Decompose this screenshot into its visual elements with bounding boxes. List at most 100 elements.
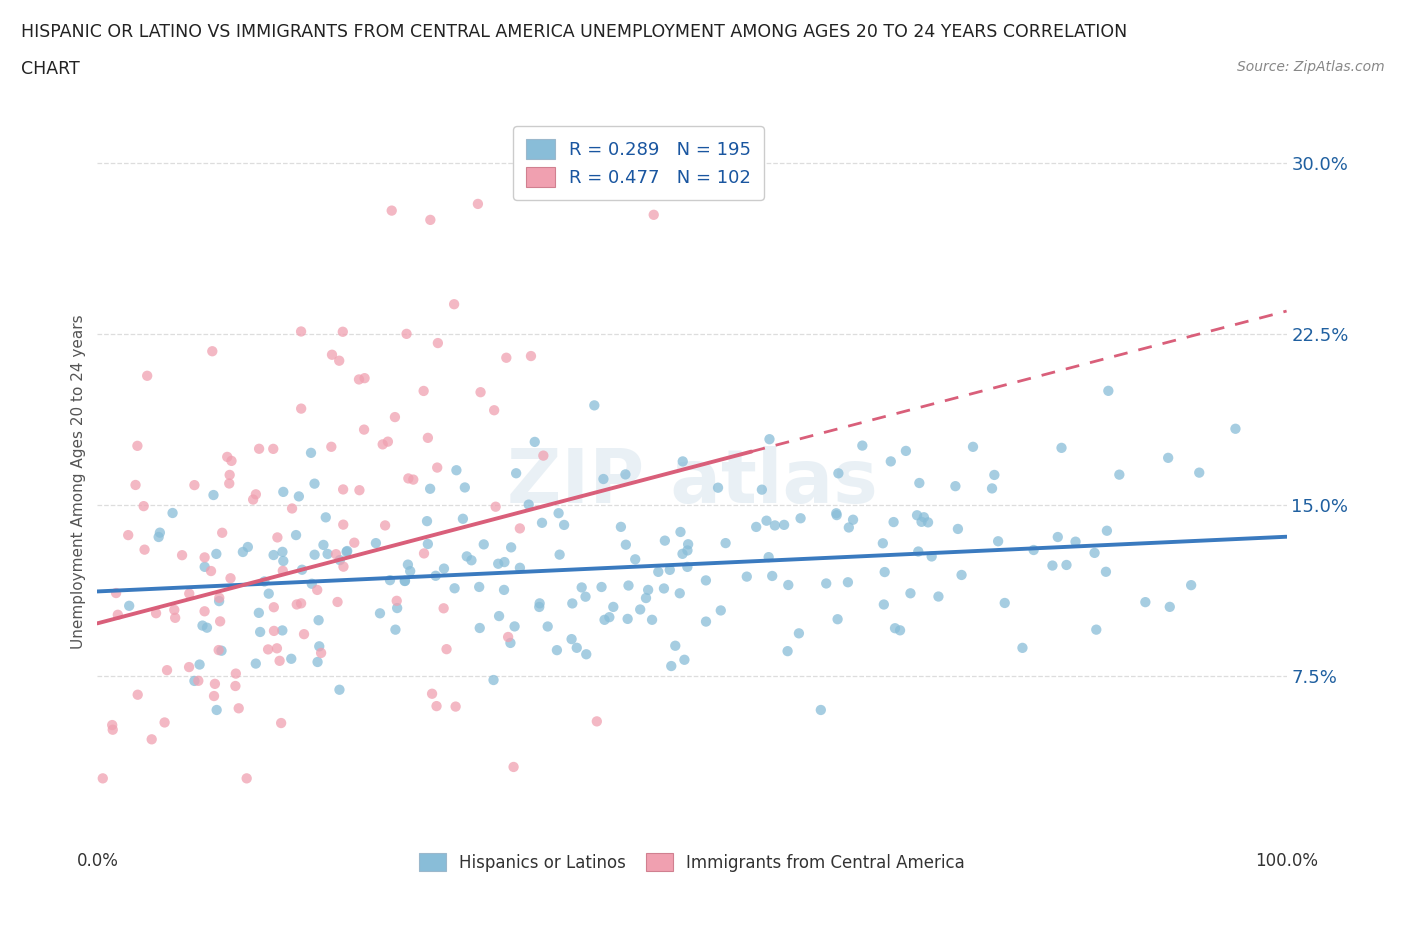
Point [217, 449, 239, 464]
Point [628, 602, 651, 617]
Point [263, 600, 285, 615]
Point [509, 561, 531, 576]
Point [482, 403, 505, 418]
Point [546, 643, 568, 658]
Point [425, 698, 447, 713]
Point [827, 612, 849, 627]
Point [245, 487, 267, 502]
Point [714, 536, 737, 551]
Point [291, 563, 314, 578]
Point [837, 575, 859, 590]
Point [758, 550, 780, 565]
Point [617, 578, 640, 593]
Point [907, 544, 929, 559]
Point [531, 448, 554, 463]
Point [664, 638, 686, 653]
Point [838, 520, 860, 535]
Point [945, 479, 967, 494]
Point [208, 591, 231, 605]
Y-axis label: Unemployment Among Ages 20 to 24 years: Unemployment Among Ages 20 to 24 years [72, 314, 86, 649]
Point [263, 623, 285, 638]
Text: ZIP atlas: ZIP atlas [506, 445, 877, 519]
Point [658, 563, 681, 578]
Point [290, 596, 312, 611]
Point [308, 639, 330, 654]
Point [433, 561, 456, 576]
Point [912, 510, 935, 525]
Point [787, 626, 810, 641]
Point [419, 482, 441, 497]
Point [547, 506, 569, 521]
Point [271, 544, 294, 559]
Point [299, 445, 322, 460]
Point [218, 476, 240, 491]
Point [758, 432, 780, 446]
Point [335, 544, 357, 559]
Point [263, 548, 285, 563]
Point [561, 631, 583, 646]
Point [202, 487, 225, 502]
Point [454, 480, 477, 495]
Point [776, 644, 799, 658]
Point [467, 196, 489, 211]
Point [763, 518, 786, 533]
Point [946, 522, 969, 537]
Point [472, 537, 495, 551]
Point [583, 398, 606, 413]
Point [494, 554, 516, 569]
Point [1083, 546, 1105, 561]
Point [127, 438, 149, 453]
Point [593, 612, 616, 627]
Point [643, 207, 665, 222]
Point [1157, 450, 1180, 465]
Point [394, 574, 416, 589]
Point [825, 506, 848, 521]
Point [266, 641, 288, 656]
Point [927, 589, 949, 604]
Point [900, 586, 922, 601]
Point [1042, 558, 1064, 573]
Point [343, 536, 366, 551]
Point [328, 683, 350, 698]
Point [149, 525, 172, 540]
Point [905, 508, 928, 523]
Point [117, 527, 139, 542]
Point [1108, 467, 1130, 482]
Point [553, 517, 575, 532]
Point [468, 579, 491, 594]
Point [329, 552, 352, 567]
Point [281, 501, 304, 516]
Point [307, 655, 329, 670]
Point [517, 498, 540, 512]
Point [205, 547, 228, 562]
Point [537, 619, 560, 634]
Point [165, 610, 187, 625]
Point [364, 536, 387, 551]
Point [1180, 578, 1202, 592]
Point [236, 539, 259, 554]
Point [374, 518, 396, 533]
Point [496, 630, 519, 644]
Point [585, 714, 607, 729]
Point [983, 468, 1005, 483]
Point [433, 601, 456, 616]
Point [224, 679, 246, 694]
Point [420, 686, 443, 701]
Point [707, 480, 730, 495]
Point [873, 565, 896, 579]
Point [285, 527, 308, 542]
Point [325, 547, 347, 562]
Point [253, 574, 276, 589]
Point [395, 326, 418, 341]
Point [247, 605, 270, 620]
Point [136, 368, 159, 383]
Point [194, 604, 217, 618]
Point [225, 666, 247, 681]
Point [394, 574, 416, 589]
Point [285, 597, 308, 612]
Point [598, 610, 620, 625]
Point [1085, 622, 1108, 637]
Point [425, 568, 447, 583]
Point [371, 437, 394, 452]
Point [1097, 383, 1119, 398]
